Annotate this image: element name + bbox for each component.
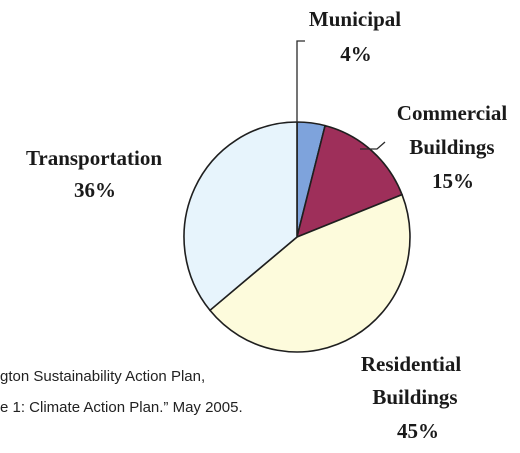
label-municipal-name: Municipal [309, 7, 401, 31]
pie-slices [183, 121, 411, 353]
pie-slice-commercial-buildings [296, 124, 403, 238]
label-commercial: Commercial Buildings 15% [397, 101, 508, 193]
label-municipal: Municipal 4% [309, 7, 401, 66]
pie-slice-transportation [183, 121, 298, 312]
label-residential-line1: Residential [361, 352, 462, 376]
label-residential-line2: Buildings [372, 385, 457, 409]
label-commercial-value: 15% [432, 169, 474, 193]
source-citation: gton Sustainability Action Plan, e 1: Cl… [0, 368, 243, 416]
label-residential: Residential Buildings 45% [361, 352, 462, 443]
label-transportation: Transportation 36% [26, 146, 162, 202]
leader-lines [296, 40, 386, 150]
label-municipal-value: 4% [340, 42, 372, 66]
pie-slice-residential-buildings [209, 193, 411, 353]
source-citation-line2: e 1: Climate Action Plan.” May 2005. [0, 399, 243, 416]
label-transportation-value: 36% [74, 178, 116, 202]
label-transportation-name: Transportation [26, 146, 162, 170]
label-commercial-line2: Buildings [409, 135, 494, 159]
source-citation-line1: gton Sustainability Action Plan, [0, 368, 205, 385]
label-commercial-line1: Commercial [397, 101, 508, 125]
leader-line-municipal [296, 40, 305, 122]
label-residential-value: 45% [397, 419, 439, 443]
leader-line-commercial [360, 141, 386, 150]
